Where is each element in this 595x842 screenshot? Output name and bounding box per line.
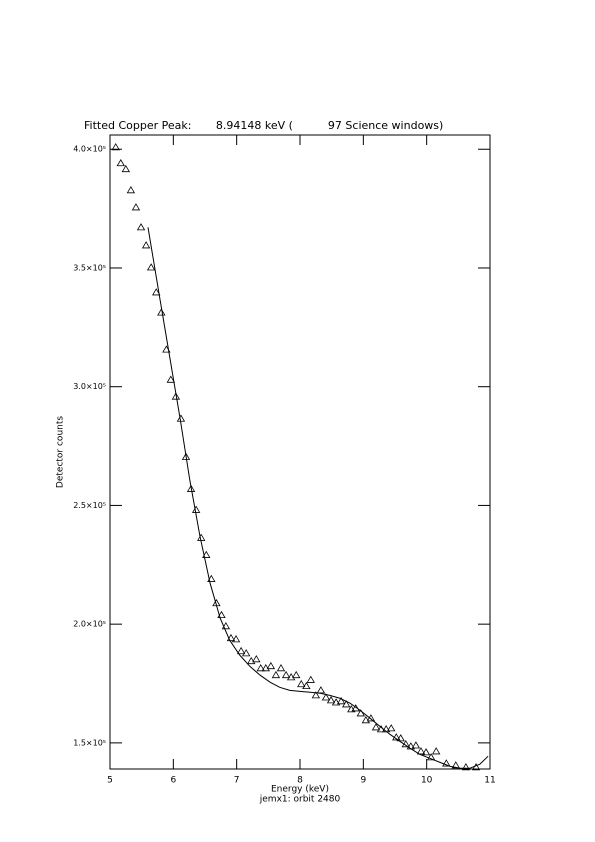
data-point xyxy=(431,747,441,755)
data-point xyxy=(442,759,451,767)
data-point xyxy=(166,375,175,383)
data-point xyxy=(461,763,471,771)
data-point xyxy=(217,610,226,619)
x-tick-label: 11 xyxy=(484,776,495,786)
data-point xyxy=(302,681,311,690)
data-point xyxy=(266,661,276,670)
data-point xyxy=(171,392,181,400)
data-point xyxy=(421,748,431,756)
data-point xyxy=(297,679,306,688)
data-point xyxy=(197,533,206,541)
x-axis-label: Energy (keV) xyxy=(271,785,329,795)
data-point xyxy=(321,693,331,701)
data-point xyxy=(231,635,241,643)
data-point xyxy=(176,414,186,422)
data-point xyxy=(181,452,191,460)
x-tick-label: 5 xyxy=(107,776,113,786)
data-point xyxy=(186,484,196,492)
y-tick-label: 3.0×10⁵ xyxy=(73,382,106,391)
y-tick-label: 2.0×10⁵ xyxy=(73,620,106,629)
y-tick-label: 4.0×10⁵ xyxy=(73,145,106,154)
data-point xyxy=(342,700,351,708)
data-point xyxy=(221,621,231,630)
data-point xyxy=(256,664,265,672)
data-point xyxy=(356,709,365,717)
data-point xyxy=(146,263,156,271)
data-point xyxy=(281,670,291,679)
data-point xyxy=(331,698,341,706)
data-point xyxy=(306,675,315,683)
data-point xyxy=(311,691,321,699)
data-point xyxy=(152,288,161,296)
data-point xyxy=(336,697,346,705)
subtitle: jemx1: orbit 2480 xyxy=(259,795,341,805)
x-tick-label: 9 xyxy=(360,776,366,786)
data-point xyxy=(396,734,405,742)
data-point xyxy=(131,203,141,211)
data-point xyxy=(116,158,125,167)
y-tick-label: 3.5×10⁵ xyxy=(73,263,106,272)
x-tick-label: 6 xyxy=(170,776,176,786)
data-point xyxy=(292,670,301,679)
data-point xyxy=(202,550,211,558)
y-tick-label: 1.5×10⁵ xyxy=(73,738,106,747)
data-point xyxy=(387,724,396,732)
x-tick-label: 7 xyxy=(234,776,240,786)
data-point xyxy=(326,696,336,704)
data-point xyxy=(316,686,326,694)
x-tick-label: 10 xyxy=(421,776,433,786)
y-tick-label: 2.5×10⁵ xyxy=(73,501,106,510)
data-point xyxy=(271,670,281,679)
data-point xyxy=(252,655,261,663)
data-point xyxy=(416,747,426,755)
data-point xyxy=(276,664,286,672)
data-point xyxy=(126,186,136,194)
data-point xyxy=(241,649,251,657)
data-point xyxy=(236,646,246,655)
plot-frame xyxy=(109,134,491,770)
data-point xyxy=(191,505,201,513)
fit-line xyxy=(147,227,489,769)
data-point xyxy=(226,633,236,642)
data-point xyxy=(411,741,421,749)
data-point xyxy=(371,723,381,731)
data-point xyxy=(366,714,376,722)
x-tick-label: 8 xyxy=(297,776,303,786)
data-point xyxy=(392,733,401,741)
chart-title: Fitted Copper Peak: 8.94148 keV ( 97 Sci… xyxy=(84,119,443,132)
data-point xyxy=(426,753,436,761)
data-point xyxy=(157,308,166,316)
y-axis-label: Detector counts xyxy=(56,416,66,488)
data-point xyxy=(141,241,151,249)
data-point xyxy=(111,143,120,151)
data-point xyxy=(136,223,146,231)
data-point xyxy=(121,164,131,173)
